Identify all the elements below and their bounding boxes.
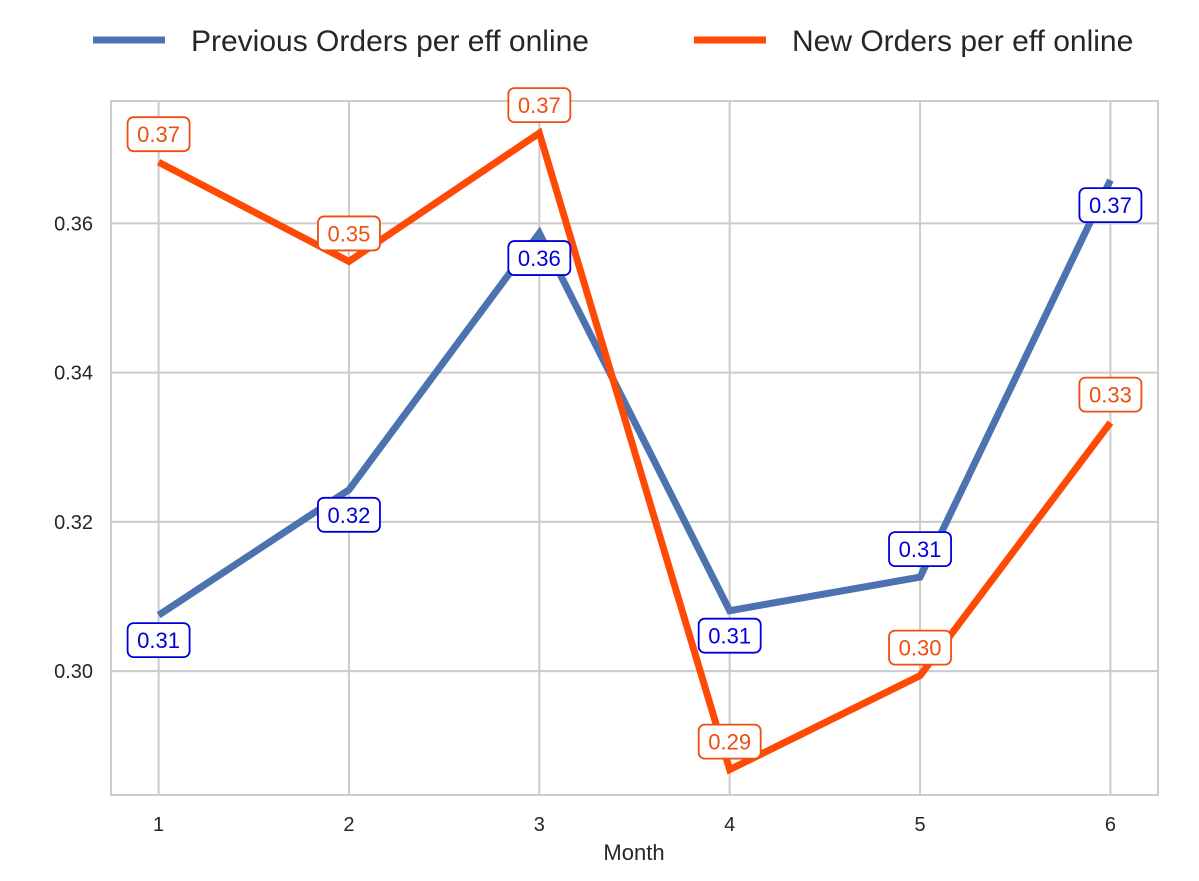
data-label: 0.36 (507, 240, 572, 276)
series-lines (156, 127, 1114, 775)
data-label-box (317, 496, 381, 533)
data-label-text: 0.31 (137, 628, 180, 653)
x-axis-ticks: 1 2 3 4 5 6 (153, 814, 1116, 836)
series-line-2 (156, 127, 1114, 775)
y-tick-label: 0.36 (54, 213, 93, 235)
data-label-text: 0.31 (708, 624, 751, 649)
data-label-text: 0.37 (137, 122, 180, 147)
y-tick-label: 0.30 (54, 661, 93, 683)
data-label-text: 0.36 (518, 246, 561, 271)
data-label-text: 0.29 (708, 730, 751, 755)
data-label-box (317, 215, 381, 252)
series-line-1 (156, 178, 1114, 619)
plot-frame (110, 100, 1159, 796)
data-label: 0.37 (126, 116, 191, 153)
data-label-box (126, 116, 191, 153)
data-label-text: 0.32 (328, 503, 371, 528)
data-label-text: 0.37 (1089, 193, 1132, 218)
legend: Previous Orders per eff online New Orders… (93, 25, 1133, 58)
data-label: 0.30 (888, 629, 952, 666)
data-label-box (507, 240, 572, 276)
data-label: 0.35 (317, 215, 381, 252)
x-tick-label: 3 (534, 814, 545, 836)
data-label-box (126, 622, 191, 659)
data-label: 0.31 (697, 617, 762, 654)
x-tick-label: 6 (1105, 814, 1116, 836)
data-label-text: 0.30 (899, 636, 942, 661)
data-label: 0.31 (888, 531, 952, 567)
data-label-box (888, 629, 952, 666)
data-label-box (888, 531, 952, 567)
data-label-text: 0.33 (1089, 383, 1132, 408)
y-tick-label: 0.32 (54, 512, 93, 534)
data-labels: 0.31 0.32 0.36 0.31 0.31 0.37 0.37 0.35 0.37 0.29… (126, 87, 1143, 760)
data-label-box (697, 723, 762, 760)
y-tick-label: 0.34 (54, 363, 93, 385)
data-label: 0.33 (1078, 376, 1143, 413)
data-label-box (1078, 376, 1143, 413)
data-label-box (507, 87, 572, 123)
y-axis-ticks: 0.30 0.32 0.34 0.36 (54, 213, 93, 683)
legend-label: New Orders per eff online (792, 25, 1133, 58)
data-label: 0.37 (507, 87, 572, 123)
x-axis-label: Month (603, 840, 664, 865)
data-label: 0.31 (126, 622, 191, 659)
x-tick-label: 1 (153, 814, 164, 836)
x-tick-label: 4 (724, 814, 735, 836)
data-label-text: 0.35 (328, 221, 371, 246)
legend-label: Previous Orders per eff online (191, 25, 589, 58)
data-label-text: 0.31 (899, 537, 942, 562)
data-label-text: 0.37 (518, 93, 561, 118)
x-tick-label: 5 (914, 814, 925, 836)
data-label-box (697, 617, 762, 654)
data-label-box (1078, 187, 1143, 224)
data-label: 0.29 (697, 723, 762, 760)
data-label: 0.32 (317, 496, 381, 533)
x-tick-label: 2 (343, 814, 354, 836)
data-label: 0.37 (1078, 187, 1143, 224)
